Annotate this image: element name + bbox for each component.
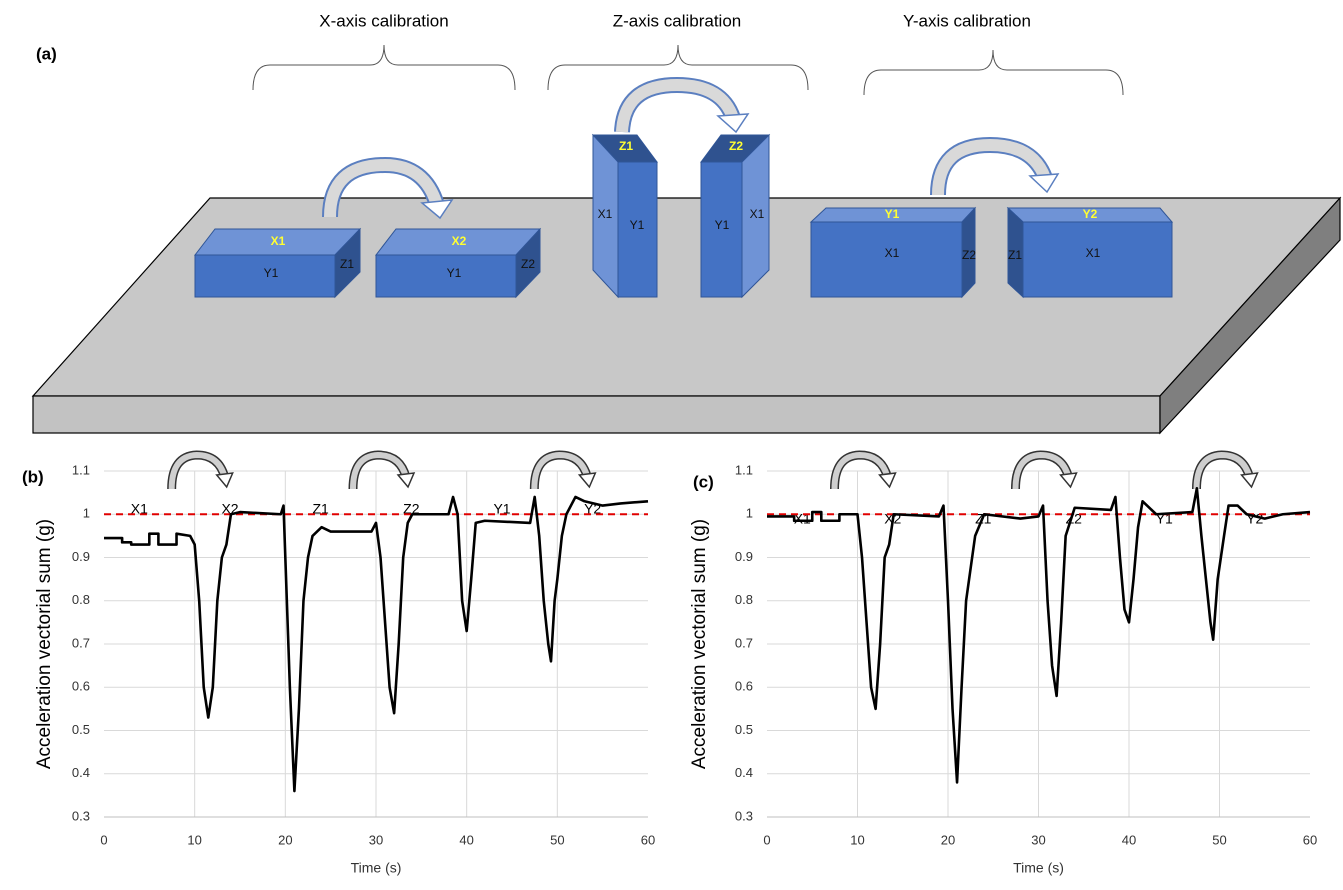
x-tick-label: 10 — [850, 832, 864, 847]
segment-label: X1 — [131, 501, 148, 517]
y-tick-label: 0.9 — [735, 549, 753, 564]
bracket — [547, 44, 809, 91]
x-tick-label: 50 — [550, 832, 564, 847]
transition-arrow — [172, 455, 233, 489]
x-tick-label: 50 — [1212, 832, 1226, 847]
segment-label: Z2 — [403, 501, 420, 517]
flip-arrow — [322, 156, 454, 220]
data-line — [767, 487, 1311, 784]
y-tick-label: 1 — [746, 506, 753, 521]
box — [591, 133, 658, 299]
transition-arrow — [1197, 455, 1258, 489]
y-tick-label: 0.3 — [735, 808, 753, 823]
y-tick-label: 0.7 — [735, 635, 753, 650]
y-tick-label: 0.3 — [72, 808, 90, 823]
panel-label: (c) — [693, 472, 714, 491]
face-label: Y1 — [715, 218, 730, 232]
transition-arrow — [835, 455, 896, 489]
platform-side — [1159, 196, 1341, 435]
y-tick-label: 0.4 — [72, 765, 90, 780]
segment-label: X1 — [794, 511, 811, 527]
face-label: Y1 — [264, 266, 279, 280]
y-tick-label: 1.1 — [72, 462, 90, 477]
x-tick-label: 40 — [459, 832, 473, 847]
y-tick-label: 0.5 — [72, 722, 90, 737]
box — [809, 206, 977, 299]
face-label: X1 — [271, 234, 286, 248]
data-line — [104, 495, 649, 793]
face-label: Y2 — [1083, 207, 1098, 221]
box — [193, 227, 362, 299]
y-tick-label: 0.4 — [735, 765, 753, 780]
platform-front — [32, 395, 1161, 434]
bracket — [252, 44, 516, 91]
y-tick-label: 0.8 — [72, 592, 90, 607]
transition-arrow — [534, 455, 595, 489]
face-label: Z1 — [1008, 248, 1022, 262]
panel-label: (b) — [22, 467, 44, 486]
face-label: Y1 — [447, 266, 462, 280]
x-tick-label: 60 — [641, 832, 655, 847]
panel-label: (a) — [36, 44, 57, 63]
y-tick-label: 1.1 — [735, 462, 753, 477]
x-tick-label: 0 — [763, 832, 770, 847]
face-label: Z2 — [521, 257, 535, 271]
face-label: Z2 — [962, 248, 976, 262]
x-axis-label: Time (s) — [1013, 860, 1064, 876]
x-tick-label: 30 — [1031, 832, 1045, 847]
panel-a: (a) X-axis calibration Z-axis calibratio… — [31, 11, 1342, 435]
group-title: Y-axis calibration — [903, 11, 1031, 30]
flip-arrow — [614, 76, 750, 134]
y-tick-label: 0.5 — [735, 722, 753, 737]
face-label: Z2 — [729, 139, 743, 153]
y-axis-label: Acceleration vectorial sum (g) — [689, 519, 710, 769]
bracket — [863, 49, 1124, 96]
x-tick-label: 60 — [1303, 832, 1317, 847]
x-tick-label: 0 — [100, 832, 107, 847]
y-tick-label: 0.9 — [72, 549, 90, 564]
face-label: X1 — [885, 246, 900, 260]
x-tick-label: 40 — [1122, 832, 1136, 847]
flip-arrow — [930, 136, 1060, 196]
face-label: Z1 — [619, 139, 633, 153]
y-tick-label: 0.7 — [72, 635, 90, 650]
box — [700, 133, 771, 299]
y-tick-label: 0.8 — [735, 592, 753, 607]
face-label: X2 — [452, 234, 467, 248]
y-tick-label: 1 — [83, 506, 90, 521]
group-title: X-axis calibration — [319, 11, 448, 30]
face-label: X1 — [598, 207, 613, 221]
box — [1006, 206, 1174, 299]
group-title: Z-axis calibration — [613, 11, 742, 30]
x-tick-label: 20 — [941, 832, 955, 847]
face-label: Y1 — [630, 218, 645, 232]
transition-arrow — [1016, 455, 1077, 489]
x-tick-label: 30 — [369, 832, 383, 847]
face-label: X1 — [1086, 246, 1101, 260]
y-tick-label: 0.6 — [72, 679, 90, 694]
charts: (b)0.30.40.50.60.70.80.911.10 10 20 30 40 50 6… — [22, 455, 1317, 876]
box — [374, 227, 542, 299]
x-tick-label: 10 — [187, 832, 201, 847]
x-tick-label: 20 — [278, 832, 292, 847]
y-axis-label: Acceleration vectorial sum (g) — [34, 519, 55, 769]
face-label: Z1 — [340, 257, 354, 271]
x-axis-label: Time (s) — [351, 860, 402, 876]
face-label: Y1 — [885, 207, 900, 221]
transition-arrow — [353, 455, 414, 489]
segment-label: Y1 — [493, 501, 510, 517]
y-tick-label: 0.6 — [735, 679, 753, 694]
segment-label: Z1 — [312, 501, 329, 517]
face-label: X1 — [750, 207, 765, 221]
